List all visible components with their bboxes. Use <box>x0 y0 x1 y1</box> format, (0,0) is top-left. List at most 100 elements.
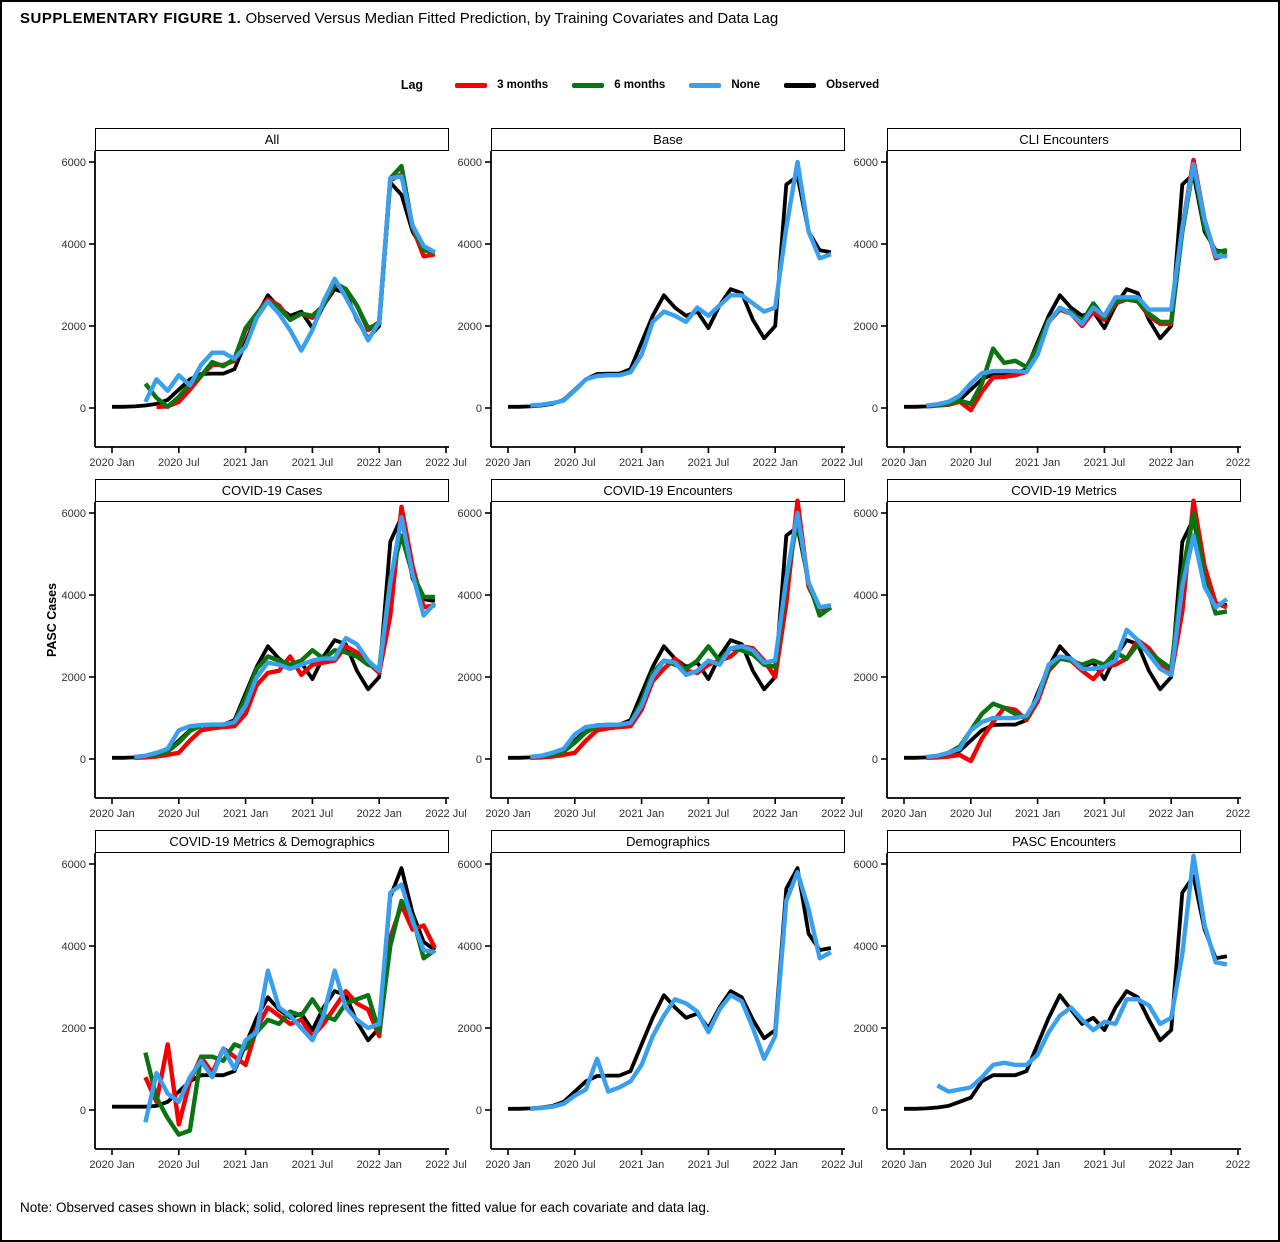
line-chart-covid19-cases: 0 2000 4000 6000 2020 Jan 2020 Jul 2021 Jan 202… <box>62 502 467 820</box>
svg-text:2021 Jan: 2021 Jan <box>1015 808 1060 820</box>
svg-text:2022 Jan: 2022 Jan <box>1149 457 1194 469</box>
svg-text:4000: 4000 <box>854 239 878 251</box>
svg-text:2021 Jan: 2021 Jan <box>619 457 664 469</box>
svg-text:2022 Jul: 2022 Jul <box>821 457 863 469</box>
panel-all: All 0 2000 4000 6000 2020 Jan 2020 Jul 2021 Ja… <box>53 128 467 473</box>
panel-demographics: Demographics 0 2000 4000 6000 2020 Jan 2020 J… <box>449 830 863 1175</box>
svg-text:0: 0 <box>872 754 878 766</box>
svg-text:6000: 6000 <box>854 508 878 520</box>
svg-text:2020 Jul: 2020 Jul <box>554 457 596 469</box>
svg-text:4000: 4000 <box>458 941 482 953</box>
svg-text:2021 Jul: 2021 Jul <box>292 808 334 820</box>
line-chart-covid19-metrics: 0 2000 4000 6000 2020 Jan 2020 Jul 2021 Jan 202… <box>854 498 1250 820</box>
svg-text:4000: 4000 <box>854 941 878 953</box>
svg-text:2022 Jan: 2022 Jan <box>1149 808 1194 820</box>
panel-title: Base <box>491 128 845 151</box>
svg-text:0: 0 <box>80 1105 86 1117</box>
figure-label: SUPPLEMENTARY FIGURE 1. <box>20 10 242 27</box>
panel-title: All <box>95 128 449 151</box>
legend-label-none: None <box>731 79 761 91</box>
svg-text:4000: 4000 <box>458 590 482 602</box>
svg-text:2022 Jan: 2022 Jan <box>753 457 798 469</box>
figure-title: SUPPLEMENTARY FIGURE 1. Observed Versus … <box>20 10 778 27</box>
chart-grid: All 0 2000 4000 6000 2020 Jan 2020 Jul 2021 Ja… <box>53 128 1250 1175</box>
panel-title: Demographics <box>491 830 845 853</box>
legend-item-3-months: 3 months <box>455 79 548 91</box>
svg-text:2022 Jul: 2022 Jul <box>425 1159 467 1171</box>
svg-text:2020 Jan: 2020 Jan <box>881 808 926 820</box>
legend-title: Lag <box>400 78 424 92</box>
svg-text:2020 Jul: 2020 Jul <box>554 1159 596 1171</box>
svg-text:2022 Jul: 2022 Jul <box>821 1159 863 1171</box>
svg-text:2020 Jul: 2020 Jul <box>158 808 200 820</box>
panel-title: COVID-19 Metrics & Demographics <box>95 830 449 853</box>
svg-text:2021 Jul: 2021 Jul <box>688 1159 730 1171</box>
line-chart-pasc-encounters: 0 2000 4000 6000 2020 Jan 2020 Jul 2021 Jan 202… <box>854 853 1250 1171</box>
legend-label-3-months: 3 months <box>497 79 549 91</box>
svg-text:6000: 6000 <box>458 859 482 871</box>
svg-text:2020 Jul: 2020 Jul <box>158 1159 200 1171</box>
svg-text:2000: 2000 <box>62 672 86 684</box>
svg-text:2020 Jan: 2020 Jan <box>89 1159 134 1171</box>
svg-text:2021 Jul: 2021 Jul <box>1084 1159 1126 1171</box>
panel-covid19-cases: COVID-19 Cases 0 2000 4000 6000 2020 Jan 2020… <box>53 479 467 824</box>
svg-text:2020 Jan: 2020 Jan <box>89 808 134 820</box>
svg-text:2020 Jan: 2020 Jan <box>881 1159 926 1171</box>
legend: Lag 3 months 6 months None Observed <box>2 78 1278 92</box>
legend-label-observed: Observed <box>826 79 880 91</box>
legend-label-6-months: 6 months <box>614 79 666 91</box>
svg-text:2020 Jan: 2020 Jan <box>881 457 926 469</box>
svg-text:2022 Jan: 2022 Jan <box>357 457 402 469</box>
svg-text:2021 Jul: 2021 Jul <box>292 457 334 469</box>
svg-text:4000: 4000 <box>62 239 86 251</box>
svg-text:4000: 4000 <box>62 590 86 602</box>
line-chart-demographics: 0 2000 4000 6000 2020 Jan 2020 Jul 2021 Jan 202… <box>458 853 863 1171</box>
panel-covid19-encounters: COVID-19 Encounters 0 2000 4000 6000 2020 Ja… <box>449 479 863 824</box>
svg-text:6000: 6000 <box>62 508 86 520</box>
panel-covid19-metrics: COVID-19 Metrics 0 2000 4000 6000 2020 Jan 20… <box>845 479 1250 824</box>
svg-text:2000: 2000 <box>458 321 482 333</box>
svg-text:2020 Jul: 2020 Jul <box>158 457 200 469</box>
line-chart-base: 0 2000 4000 6000 2020 Jan 2020 Jul 2021 Jan 202… <box>458 151 863 469</box>
svg-text:2020 Jul: 2020 Jul <box>950 457 992 469</box>
line-chart-cli-encounters: 0 2000 4000 6000 2020 Jan 2020 Jul 2021 Jan 202… <box>854 151 1250 469</box>
svg-text:2022: 2022 <box>1226 457 1250 469</box>
svg-text:0: 0 <box>872 1105 878 1117</box>
svg-text:2022 Jul: 2022 Jul <box>821 808 863 820</box>
svg-text:6000: 6000 <box>854 157 878 169</box>
svg-text:0: 0 <box>476 403 482 415</box>
legend-item-none: None <box>689 79 760 91</box>
svg-text:2022 Jan: 2022 Jan <box>1149 1159 1194 1171</box>
svg-text:4000: 4000 <box>854 590 878 602</box>
svg-text:2021 Jan: 2021 Jan <box>619 808 664 820</box>
legend-item-observed: Observed <box>784 79 879 91</box>
svg-text:2020 Jan: 2020 Jan <box>485 1159 530 1171</box>
svg-text:2000: 2000 <box>62 1023 86 1035</box>
svg-text:2000: 2000 <box>854 1023 878 1035</box>
svg-text:2021 Jan: 2021 Jan <box>1015 457 1060 469</box>
svg-text:2021 Jan: 2021 Jan <box>223 457 268 469</box>
panel-covid19-metrics-demographics: COVID-19 Metrics & Demographics 0 2000 400… <box>53 830 467 1175</box>
svg-text:0: 0 <box>80 403 86 415</box>
line-chart-covid19-encounters: 0 2000 4000 6000 2020 Jan 2020 Jul 2021 Jan 202… <box>458 498 863 820</box>
panel-cli-encounters: CLI Encounters 0 2000 4000 6000 2020 Jan 2020… <box>845 128 1250 473</box>
svg-text:2021 Jan: 2021 Jan <box>619 1159 664 1171</box>
svg-text:2021 Jul: 2021 Jul <box>688 808 730 820</box>
svg-text:2022 Jul: 2022 Jul <box>425 808 467 820</box>
svg-text:0: 0 <box>872 403 878 415</box>
svg-text:2021 Jan: 2021 Jan <box>223 808 268 820</box>
svg-text:2022: 2022 <box>1226 1159 1250 1171</box>
svg-text:2021 Jul: 2021 Jul <box>1084 457 1126 469</box>
panel-base: Base 0 2000 4000 6000 2020 Jan 2020 Jul 2021 J… <box>449 128 863 473</box>
red-line-icon <box>455 82 488 88</box>
svg-text:2020 Jan: 2020 Jan <box>485 808 530 820</box>
svg-text:2020 Jan: 2020 Jan <box>89 457 134 469</box>
svg-text:2020 Jul: 2020 Jul <box>554 808 596 820</box>
svg-text:2000: 2000 <box>854 321 878 333</box>
figure-note: Note: Observed cases shown in black; sol… <box>20 1200 710 1215</box>
svg-text:0: 0 <box>476 754 482 766</box>
svg-text:2021 Jul: 2021 Jul <box>688 457 730 469</box>
line-chart-all: 0 2000 4000 6000 2020 Jan 2020 Jul 2021 Jan 202… <box>62 151 467 469</box>
panel-title: CLI Encounters <box>887 128 1241 151</box>
